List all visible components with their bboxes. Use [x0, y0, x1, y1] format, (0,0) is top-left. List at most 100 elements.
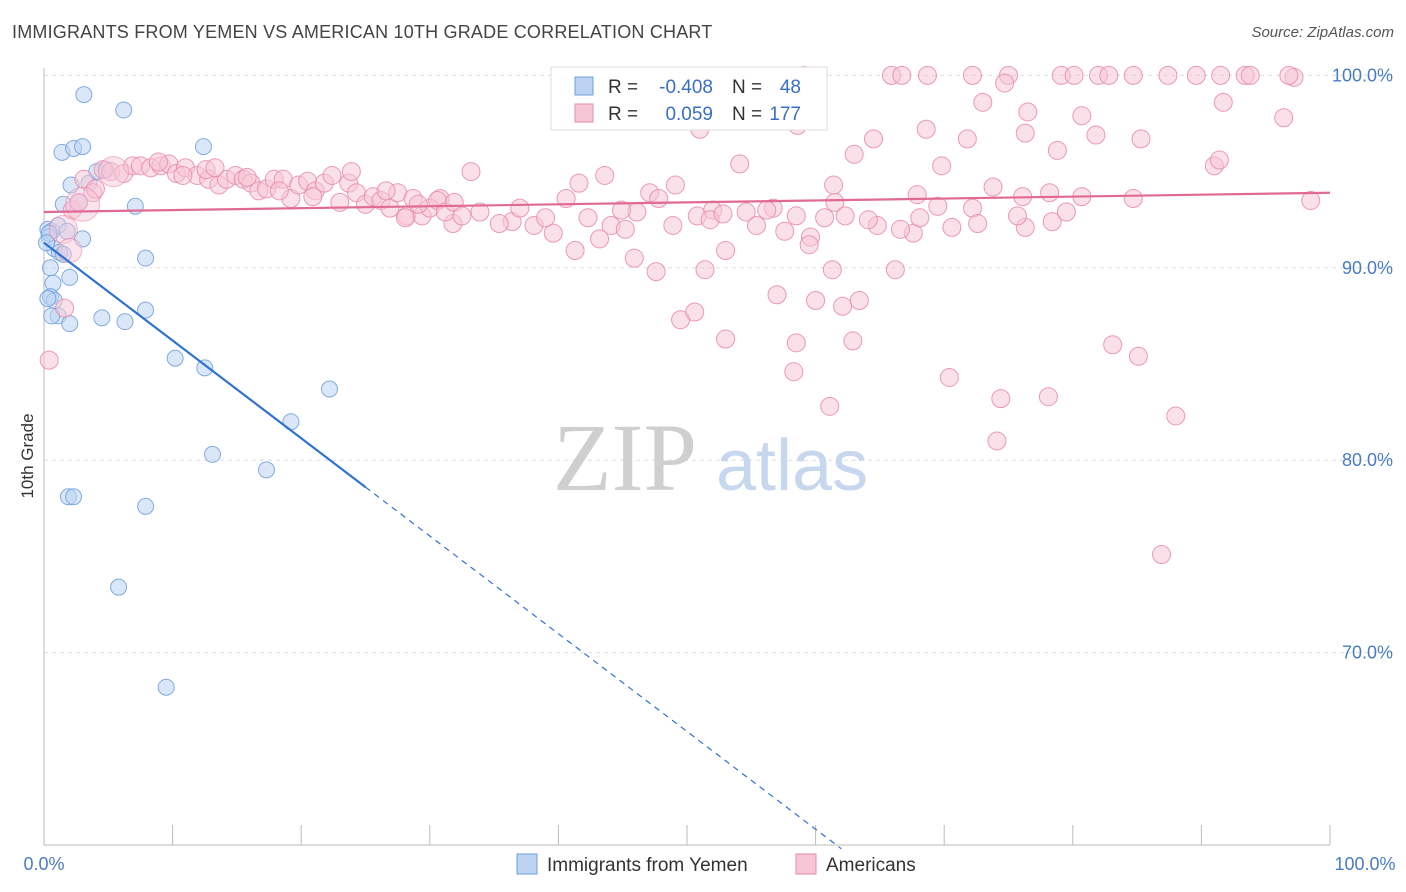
americans-point	[1274, 108, 1294, 128]
americans-point	[1064, 65, 1084, 85]
americans-point	[322, 165, 342, 185]
americans-point	[917, 65, 937, 85]
yemen-point	[137, 249, 155, 267]
yemen-point	[39, 290, 57, 308]
americans-point	[646, 262, 666, 282]
watermark-atlas: atlas	[716, 426, 868, 506]
americans-point	[892, 65, 912, 85]
americans-point	[991, 389, 1011, 409]
americans-point-cluster	[48, 214, 78, 244]
americans-point	[1056, 202, 1076, 222]
americans-point	[461, 162, 481, 182]
americans-point	[1158, 65, 1178, 85]
americans-point	[1008, 206, 1028, 226]
yemen-point	[320, 380, 338, 398]
americans-point	[1240, 65, 1260, 85]
legend-r-label: R =	[608, 77, 638, 98]
americans-point	[303, 187, 323, 207]
yemen-point	[137, 497, 155, 515]
y-tick-label: 70.0%	[1342, 643, 1393, 663]
legend: R = -0.408 N = 48 R = 0.059 N = 177	[550, 66, 828, 131]
americans-point	[775, 221, 795, 241]
americans-point	[395, 208, 415, 228]
americans-point	[376, 181, 396, 201]
y-tick-label: 90.0%	[1342, 258, 1393, 278]
americans-point	[173, 165, 193, 185]
americans-point	[746, 215, 766, 235]
americans-point	[85, 179, 105, 199]
bottom-legend: Immigrants from Yemen Americans	[516, 853, 916, 876]
yemen-point	[93, 309, 111, 327]
americans-point	[820, 396, 840, 416]
legend-r-value: 0.059	[665, 104, 713, 125]
americans-point	[624, 248, 644, 268]
americans-point	[237, 167, 257, 187]
americans-point	[1099, 65, 1119, 85]
americans-point	[205, 158, 225, 178]
legend-r-value: -0.408	[659, 77, 713, 98]
yemen-trend-extension	[365, 486, 842, 850]
americans-point	[716, 240, 736, 260]
legend-n-label: N =	[732, 104, 762, 125]
americans-point	[1152, 544, 1172, 564]
x-tick-label-right: 100.0%	[1334, 854, 1395, 874]
americans-point	[1279, 65, 1299, 85]
yemen-point	[65, 488, 83, 506]
americans-point-cluster	[97, 156, 129, 188]
americans-point	[408, 194, 428, 214]
yemen-point	[166, 349, 184, 367]
americans-point	[799, 235, 819, 255]
americans-point	[786, 206, 806, 226]
americans-point	[1072, 106, 1092, 126]
yemen-point	[54, 245, 72, 263]
americans-point	[973, 92, 993, 112]
americans-point	[995, 73, 1015, 93]
americans-point	[1042, 212, 1062, 232]
americans-point	[962, 65, 982, 85]
americans-point-cluster	[65, 186, 101, 222]
americans-point	[983, 177, 1003, 197]
yemen-point	[157, 678, 175, 696]
americans-point	[957, 129, 977, 149]
americans-point	[890, 219, 910, 239]
americans-point	[695, 260, 715, 280]
americans-point	[663, 215, 683, 235]
americans-point	[615, 219, 635, 239]
americans-point	[510, 198, 530, 218]
yemen-point	[75, 86, 93, 104]
bottom-legend-swatch-yemen	[516, 853, 538, 875]
americans-point	[849, 291, 869, 311]
americans-point	[1123, 189, 1143, 209]
americans-point	[835, 206, 855, 226]
americans-point	[806, 291, 826, 311]
americans-point	[1128, 346, 1148, 366]
americans-trend-line	[43, 191, 1331, 214]
americans-point	[885, 260, 905, 280]
americans-point	[536, 208, 556, 228]
americans-point	[824, 175, 844, 195]
source-label: Source: ZipAtlas.com	[1251, 24, 1394, 41]
americans-point	[665, 175, 685, 195]
watermark-zip: ZIP	[553, 404, 697, 511]
americans-point	[942, 217, 962, 237]
americans-point	[569, 173, 589, 193]
americans-point	[565, 240, 585, 260]
y-tick-label: 100.0%	[1332, 65, 1393, 85]
yemen-point	[110, 578, 128, 596]
americans-point	[1301, 190, 1321, 210]
americans-point	[685, 302, 705, 322]
data-points	[38, 65, 1321, 696]
yemen-trend-line	[43, 241, 367, 489]
legend-n-value: 48	[780, 77, 801, 98]
americans-point	[757, 200, 777, 220]
yemen-point	[196, 359, 214, 377]
yemen-point	[137, 301, 155, 319]
yemen-point	[257, 461, 275, 479]
yemen-point	[115, 101, 133, 119]
americans-point	[489, 214, 509, 234]
americans-point	[452, 206, 472, 226]
americans-point	[39, 350, 59, 370]
americans-point	[713, 204, 733, 224]
americans-point	[786, 333, 806, 353]
